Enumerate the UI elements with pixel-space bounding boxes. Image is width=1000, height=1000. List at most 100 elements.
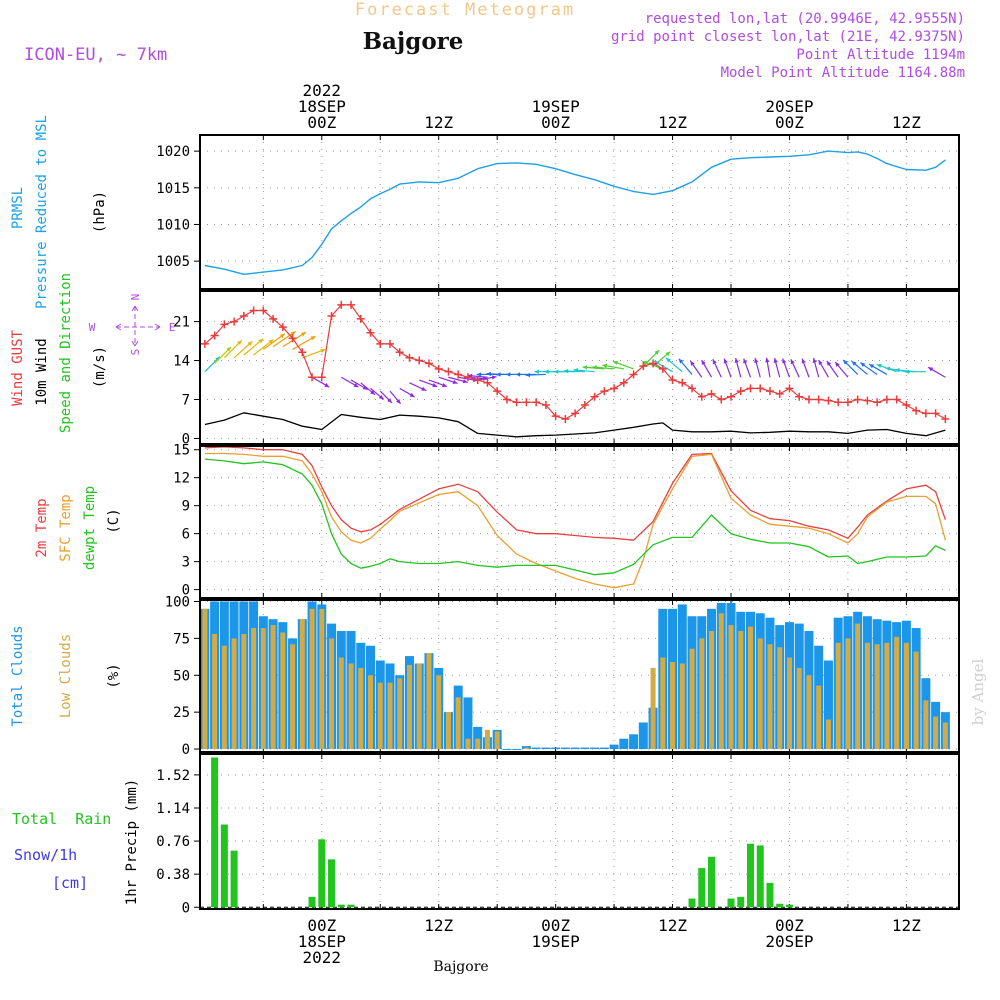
wind-arrow-head [544, 369, 549, 374]
y-tick-label: 75 [173, 631, 190, 647]
wind-arrow-head [592, 365, 597, 370]
rain-bar [756, 845, 764, 908]
total-cloud-bar [570, 747, 580, 750]
compass-n: N [129, 294, 142, 301]
gust-marker [522, 398, 531, 407]
panel-frame [199, 599, 960, 753]
gust-marker [493, 387, 502, 396]
temp-unit: (C) [106, 508, 122, 533]
gust-marker [707, 389, 716, 398]
wind-arrow-head [869, 364, 875, 369]
gust-marker [288, 334, 297, 343]
wind-arrow-head [387, 398, 392, 403]
total-cloud-bar [638, 722, 648, 750]
footer-location: Bajgore [433, 959, 488, 975]
y-tick-label: 1005 [156, 254, 190, 270]
precipitation-panel: 0 0.38 0.76 1.14 1.52 [156, 753, 960, 916]
time-axis-label: 2022 [303, 81, 342, 100]
wind-arrow-head [573, 368, 579, 373]
pressure-unit: (hPa) [92, 191, 108, 233]
low-cloud-bar [397, 678, 403, 750]
wind-arrow-head [818, 360, 823, 366]
gust-marker [727, 392, 736, 401]
wind-arrow-head [396, 398, 401, 404]
low-cloud-bar [523, 747, 529, 750]
wind-arrow-head [505, 372, 511, 377]
panel-frame [199, 290, 960, 445]
gust-marker [639, 362, 648, 371]
gust-marker [629, 370, 638, 379]
rain-bar [746, 843, 754, 908]
low-cloud-bar [426, 653, 432, 750]
gust-marker [619, 378, 628, 387]
time-axis-label: 12Z [658, 916, 687, 935]
rain-bar [776, 903, 784, 908]
wind-arrow-head [835, 362, 840, 367]
gust-marker [424, 359, 433, 368]
temperature-labels: 2m Temp SFC Temp dewpt Temp (C) [34, 486, 122, 570]
gust-marker [688, 384, 697, 393]
wind-arrow-head [362, 385, 368, 390]
total-cloud-bar [629, 734, 639, 750]
wind-arrow-head [462, 379, 468, 384]
gust-marker [434, 364, 443, 373]
low-cloud-bar [309, 608, 315, 750]
low-cloud-bar [670, 661, 676, 750]
wind-arrow-head [701, 360, 706, 366]
y-tick-label: 0.38 [156, 867, 190, 883]
time-axis-label: 2022 [303, 948, 342, 967]
y-tick-label: 7 [182, 392, 190, 408]
wind-arrow-head [582, 365, 588, 370]
gust-marker [882, 395, 891, 404]
low-cloud-bar [689, 648, 695, 750]
time-axis-label: 00Z [541, 916, 570, 935]
wind-arrow-head [665, 351, 671, 357]
gust-marker [775, 389, 784, 398]
wind-arrow-head [860, 362, 866, 368]
total-cloud-bar [823, 660, 833, 750]
low-cloud-bar [738, 630, 744, 750]
gust-marker [610, 384, 619, 393]
low-cloud-bar [903, 642, 909, 750]
wind-arrow-head [812, 358, 817, 363]
pressure-line [204, 150, 946, 275]
gust-marker [921, 409, 930, 418]
wind-labels: Wind GUST 10m Wind Speed and Direction (… [10, 273, 175, 433]
wind-arrow-head [310, 336, 316, 341]
wind-arrow-head [258, 338, 264, 344]
wind-arrow-head [851, 361, 857, 366]
gust-marker [668, 376, 677, 385]
low-cloud-bar [368, 675, 374, 750]
wind-arrow-head [904, 369, 910, 374]
time-axis-label: 18SEP [298, 932, 346, 951]
wind-arrow-head [496, 372, 501, 377]
wind-arrow-head [515, 372, 521, 377]
low-cloud-bar [845, 638, 851, 750]
low-clouds-label: Low Clouds [58, 634, 74, 718]
wind-gust-label: Wind GUST [10, 330, 26, 406]
low-cloud-bar [679, 663, 685, 750]
wind-arrow-head [773, 358, 778, 363]
gust-marker [912, 406, 921, 415]
wind-arrow [272, 330, 297, 348]
wind-arrow-head [928, 367, 934, 372]
location-title: Bajgore [363, 28, 464, 55]
low-cloud-bar [202, 608, 208, 750]
low-cloud-bar [221, 645, 227, 750]
low-cloud-bar [299, 619, 305, 750]
time-axis-label: 12Z [892, 113, 921, 132]
low-cloud-bar [757, 638, 763, 750]
snow-label: Snow/1h [14, 846, 77, 864]
low-cloud-bar [825, 719, 831, 750]
total-cloud-bar [580, 747, 590, 750]
rain-bar [328, 859, 336, 908]
total-cloud-bar [541, 747, 551, 750]
low-cloud-bar [923, 700, 929, 750]
gust-marker [931, 409, 940, 418]
gust-marker [765, 387, 774, 396]
temperature-panel: 0 3 6 9 12 15 [173, 443, 960, 599]
low-cloud-bar [436, 675, 442, 750]
low-cloud-bar [251, 628, 257, 750]
y-tick-label: 0 [182, 431, 190, 447]
y-tick-label: 0 [182, 583, 190, 599]
